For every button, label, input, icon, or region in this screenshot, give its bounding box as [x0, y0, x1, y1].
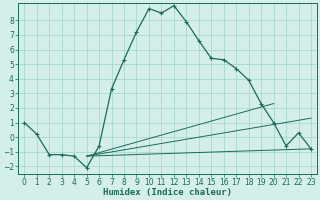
X-axis label: Humidex (Indice chaleur): Humidex (Indice chaleur) — [103, 188, 232, 197]
